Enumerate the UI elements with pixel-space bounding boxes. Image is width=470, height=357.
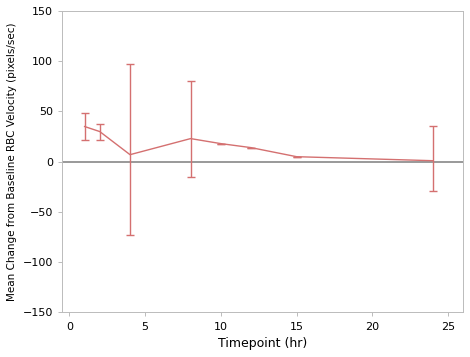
- X-axis label: Timepoint (hr): Timepoint (hr): [218, 337, 307, 350]
- Y-axis label: Mean Change from Baseline RBC Velocity (pixels/sec): Mean Change from Baseline RBC Velocity (…: [7, 22, 17, 301]
